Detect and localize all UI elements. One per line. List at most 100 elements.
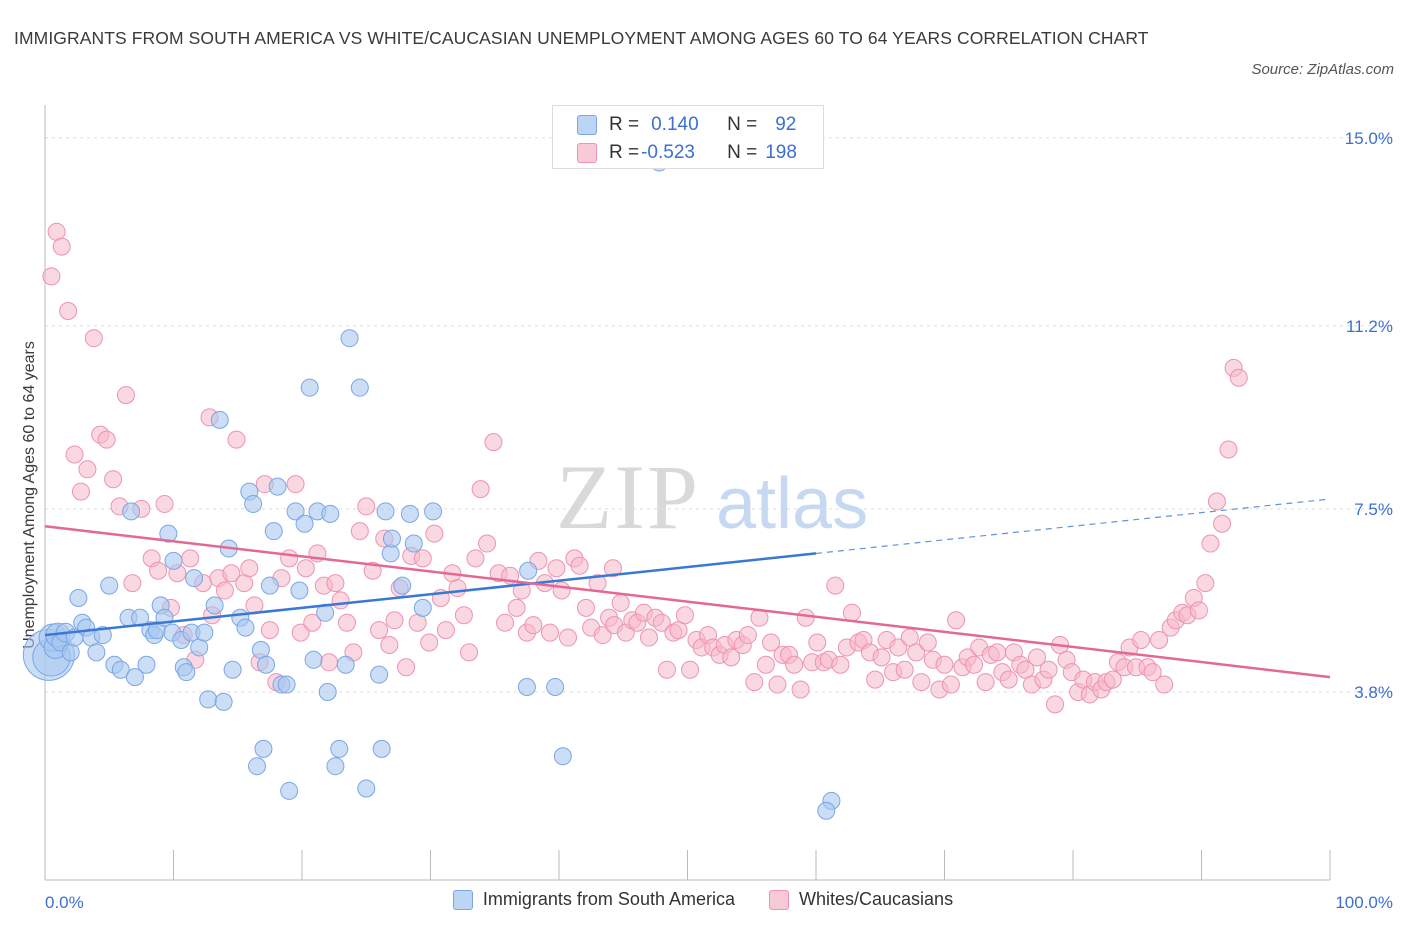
x-tick-label: 100.0%: [1335, 893, 1393, 912]
point-immigrants: [177, 663, 196, 682]
point-whites-caucasians: [116, 386, 135, 405]
point-immigrants: [318, 682, 337, 701]
point-whites-caucasians: [669, 621, 688, 640]
point-whites-caucasians: [326, 574, 345, 593]
point-whites-caucasians: [756, 655, 775, 674]
point-immigrants: [326, 757, 345, 776]
point-immigrants: [61, 643, 80, 662]
point-whites-caucasians: [866, 670, 885, 689]
point-immigrants: [519, 561, 538, 580]
point-immigrants: [268, 477, 287, 496]
point-immigrants: [370, 665, 389, 684]
point-whites-caucasians: [337, 613, 356, 632]
legend-r-label: R =: [609, 114, 640, 135]
point-whites-caucasians: [791, 680, 810, 699]
point-whites-caucasians: [918, 633, 937, 652]
point-whites-caucasians: [541, 623, 560, 642]
point-whites-caucasians: [466, 549, 485, 568]
point-whites-caucasians: [611, 593, 630, 612]
point-immigrants: [304, 650, 323, 669]
point-immigrants: [553, 747, 572, 766]
point-immigrants: [277, 675, 296, 694]
point-whites-caucasians: [988, 643, 1007, 662]
point-whites-caucasians: [496, 613, 515, 632]
point-whites-caucasians: [425, 524, 444, 543]
point-whites-caucasians: [947, 611, 966, 630]
point-whites-caucasians: [155, 494, 174, 513]
point-whites-caucasians: [84, 329, 103, 348]
point-immigrants: [286, 502, 305, 521]
point-immigrants: [137, 655, 156, 674]
point-whites-caucasians: [907, 643, 926, 662]
point-immigrants: [400, 504, 419, 523]
legend-n-value: 198: [765, 142, 797, 163]
point-whites-caucasians: [319, 653, 338, 672]
point-immigrants: [280, 781, 299, 800]
point-whites-caucasians: [1189, 601, 1208, 620]
trend-line-immigrants-projection: [815, 498, 1331, 555]
point-immigrants: [382, 529, 401, 548]
point-whites-caucasians: [593, 626, 612, 645]
point-immigrants: [393, 576, 412, 595]
point-immigrants: [340, 329, 359, 348]
point-whites-caucasians: [1028, 648, 1047, 667]
point-whites-caucasians: [1155, 675, 1174, 694]
legend-n-label: N =: [727, 142, 758, 163]
point-immigrants: [87, 643, 106, 662]
point-whites-caucasians: [965, 655, 984, 674]
point-whites-caucasians: [385, 611, 404, 630]
point-immigrants: [111, 660, 130, 679]
point-whites-caucasians: [42, 267, 61, 286]
point-whites-caucasians: [104, 470, 123, 489]
point-immigrants: [244, 494, 263, 513]
point-whites-caucasians: [436, 621, 455, 640]
point-whites-caucasians: [681, 660, 700, 679]
point-whites-caucasians: [722, 648, 741, 667]
point-immigrants: [164, 551, 183, 570]
point-whites-caucasians: [1132, 631, 1151, 650]
trend-line-immigrants: [44, 552, 817, 637]
point-whites-caucasians: [826, 576, 845, 595]
y-tick-label: 7.5%: [1354, 500, 1393, 519]
point-whites-caucasians: [97, 430, 116, 449]
legend-item-whites: Whites/Caucasians: [769, 889, 953, 910]
legend-row-immigrants: R = 0.140 N = 92: [577, 113, 796, 137]
point-whites-caucasians: [999, 670, 1018, 689]
legend-label-immigrants: Immigrants from South America: [482, 889, 735, 909]
point-whites-caucasians: [652, 613, 671, 632]
chart-title: IMMIGRANTS FROM SOUTH AMERICA VS WHITE/C…: [14, 28, 1149, 48]
point-whites-caucasians: [1103, 670, 1122, 689]
point-immigrants: [424, 502, 443, 521]
point-immigrants: [236, 618, 255, 637]
point-whites-caucasians: [657, 660, 676, 679]
point-whites-caucasians: [303, 613, 322, 632]
point-whites-caucasians: [370, 621, 389, 640]
point-whites-caucasians: [181, 549, 200, 568]
point-immigrants: [254, 739, 273, 758]
point-immigrants: [290, 581, 309, 600]
point-immigrants: [199, 690, 218, 709]
point-immigrants: [93, 626, 112, 645]
point-whites-caucasians: [397, 658, 416, 677]
point-whites-caucasians: [1150, 631, 1169, 650]
point-whites-caucasians: [842, 603, 861, 622]
series-legend: Immigrants from South America Whites/Cau…: [0, 889, 1406, 910]
point-whites-caucasians: [1229, 368, 1248, 387]
legend-r-value: 0.140: [651, 114, 699, 135]
point-immigrants: [404, 534, 423, 553]
point-whites-caucasians: [149, 561, 168, 580]
point-whites-caucasians: [471, 480, 490, 499]
point-whites-caucasians: [380, 635, 399, 654]
point-whites-caucasians: [895, 660, 914, 679]
point-whites-caucasians: [1219, 440, 1238, 459]
point-immigrants: [295, 514, 314, 533]
point-whites-caucasians: [768, 675, 787, 694]
point-whites-caucasians: [350, 522, 369, 541]
point-whites-caucasians: [507, 598, 526, 617]
watermark-zip: ZIP: [556, 446, 700, 548]
y-tick-label: 3.8%: [1354, 683, 1393, 702]
point-whites-caucasians: [738, 626, 757, 645]
point-whites-caucasians: [675, 606, 694, 625]
point-immigrants: [159, 524, 178, 543]
point-immigrants: [257, 655, 276, 674]
